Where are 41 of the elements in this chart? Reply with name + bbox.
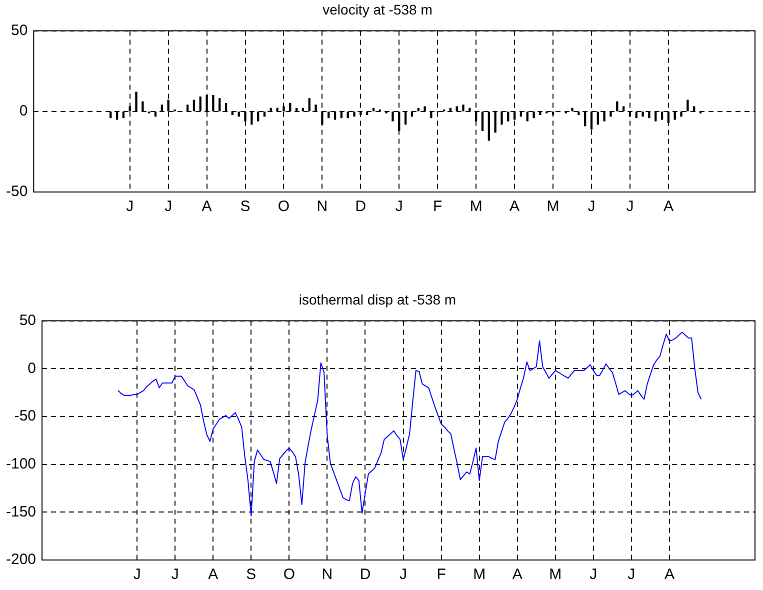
x-tick-label: F — [433, 198, 442, 216]
x-tick-label: A — [512, 566, 522, 584]
chart-title: velocity at -538 m — [322, 1, 432, 18]
x-tick-label: A — [663, 198, 674, 216]
x-tick-label: S — [246, 566, 256, 584]
y-tick-label: 50 — [19, 312, 36, 329]
x-tick-label: J — [590, 566, 598, 584]
x-tick-label: M — [549, 566, 562, 584]
x-tick-label: J — [164, 198, 172, 216]
x-tick-label: S — [240, 198, 250, 216]
x-tick-label: J — [628, 566, 636, 584]
x-tick-label: M — [470, 198, 482, 216]
x-tick-label: O — [283, 566, 296, 584]
y-tick-label: 50 — [10, 22, 28, 39]
x-tick-label: J — [171, 566, 179, 584]
x-tick-label: J — [626, 198, 634, 216]
x-tick-label: D — [360, 566, 371, 584]
x-tick-label: J — [126, 198, 134, 216]
x-tick-label: M — [473, 566, 486, 584]
x-tick-label: J — [395, 198, 403, 216]
x-tick-label: A — [510, 198, 520, 216]
y-tick-label: 0 — [28, 360, 36, 377]
x-tick-label: A — [202, 198, 212, 216]
x-tick-label: A — [208, 566, 218, 584]
x-tick-label: N — [316, 198, 328, 216]
x-tick-label: J — [133, 566, 141, 584]
y-tick-label: -50 — [6, 183, 28, 200]
y-tick-label: -200 — [6, 551, 36, 568]
x-tick-label: D — [355, 198, 366, 216]
x-tick-label: F — [436, 566, 446, 584]
y-tick-label: -150 — [6, 503, 36, 520]
x-tick-label: M — [546, 198, 560, 216]
chart-title: isothermal disp at -538 m — [298, 291, 456, 308]
x-tick-label: O — [278, 198, 290, 216]
x-tick-label: N — [322, 566, 333, 584]
y-tick-label: 0 — [19, 102, 28, 120]
y-tick-label: -100 — [6, 455, 36, 472]
x-tick-label: A — [664, 566, 674, 584]
y-tick-label: -50 — [14, 408, 36, 425]
x-tick-label: J — [588, 198, 596, 216]
x-tick-label: J — [400, 566, 408, 584]
